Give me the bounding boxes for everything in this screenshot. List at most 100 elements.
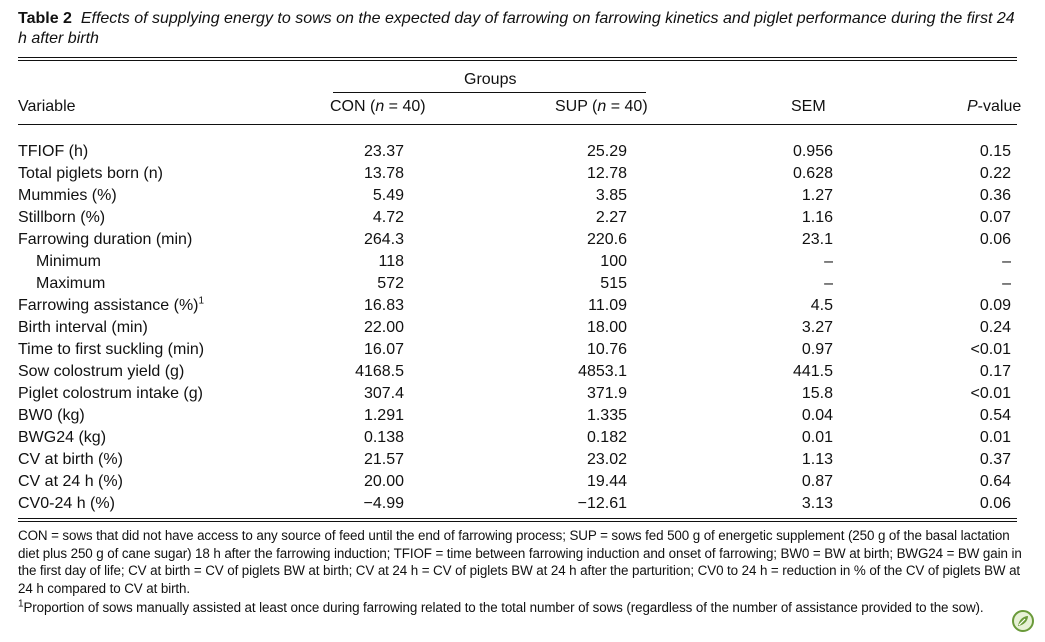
pvalue-cell: 0.64 [979,473,1011,490]
con-value-cell: 20.00 [363,473,404,490]
sem-value-cell: 0.956 [792,143,833,160]
variable-cell: BW0 (kg) [18,407,85,424]
con-value-cell: 16.83 [363,297,404,314]
table-label: Table 2 [18,10,72,27]
sem-value-cell: – [824,253,833,270]
sup-value-cell: 2.27 [595,209,627,226]
pvalue-cell: 0.24 [979,319,1011,336]
variable-cell: Maximum [36,275,106,292]
pvalue-cell: – [1002,275,1011,292]
sem-value-cell: 23.1 [801,231,833,248]
con-value-cell: 22.00 [363,319,404,336]
pvalue-cell: 0.09 [979,297,1011,314]
pvalue-cell: 0.06 [979,231,1011,248]
bottom-rule-2 [18,521,1017,522]
variable-cell: Stillborn (%) [18,209,106,226]
sem-value-cell: 441.5 [792,363,833,380]
footnote-abbreviations: CON = sows that did not have access to a… [18,528,1022,596]
sup-value-cell: 10.76 [586,341,627,358]
sem-value-cell: 0.01 [801,429,833,446]
pvalue-cell: 0.36 [979,187,1011,204]
variable-cell: Time to first suckling (min) [18,341,205,358]
con-value-cell: 4.72 [372,209,404,226]
table-title: Effects of supplying energy to sows on t… [18,10,1015,47]
header-sem: SEM [791,98,826,115]
sem-value-cell: 4.5 [810,297,833,314]
footnote-1: 1Proportion of sows manually assisted at… [18,599,1023,617]
con-value-cell: 0.138 [363,429,404,446]
sup-value-cell: 23.02 [586,451,627,468]
variable-cell: Minimum [36,253,101,270]
sem-value-cell: 1.27 [801,187,833,204]
pvalue-cell: 0.15 [979,143,1011,160]
footnote-1-marker: 1 [18,598,24,610]
con-value-cell: −4.99 [363,495,404,512]
variable-cell: CV at birth (%) [18,451,123,468]
header-pvalue: P-value [967,98,1022,115]
header-variable: Variable [18,98,76,115]
sup-value-cell: 371.9 [586,385,627,402]
pvalue-cell: – [1002,253,1011,270]
variable-cell: CV0-24 h (%) [18,495,115,512]
con-value-cell: 23.37 [363,143,404,160]
sup-value-cell: 3.85 [595,187,627,204]
top-rule-2 [18,60,1017,61]
top-rule-1 [18,57,1017,58]
pvalue-cell: <0.01 [970,385,1011,402]
con-value-cell: 118 [378,253,404,270]
sup-value-cell: 0.182 [586,429,627,446]
sup-value-cell: 1.335 [586,407,627,424]
sem-value-cell: 15.8 [801,385,833,402]
con-value-cell: 572 [377,275,404,292]
pvalue-cell: 0.06 [979,495,1011,512]
table-caption: Table 2 Effects of supplying energy to s… [18,9,1018,49]
variable-cell: Farrowing assistance (%)1 [18,295,205,314]
pvalue-cell: 0.37 [979,451,1011,468]
sem-value-cell: – [824,275,833,292]
groups-rule [333,92,646,93]
pvalue-cell: 0.07 [979,209,1011,226]
variable-cell: Farrowing duration (min) [18,231,193,248]
variable-cell: Mummies (%) [18,187,117,204]
header-groups: Groups [464,71,517,88]
con-value-cell: 13.78 [363,165,404,182]
variable-cell: CV at 24 h (%) [18,473,123,490]
sup-value-cell: 100 [600,253,627,270]
con-value-cell: 21.57 [363,451,404,468]
con-value-cell: 264.3 [363,231,404,248]
bottom-rule-1 [18,518,1017,519]
variable-cell: Piglet colostrum intake (g) [18,385,203,402]
con-value-cell: 5.49 [372,187,404,204]
sem-value-cell: 1.13 [801,451,833,468]
variable-cell: Total piglets born (n) [18,165,163,182]
pvalue-cell: 0.54 [979,407,1011,424]
sem-value-cell: 3.13 [801,495,833,512]
sup-value-cell: 19.44 [586,473,627,490]
sem-value-cell: 0.04 [801,407,833,424]
sem-value-cell: 0.87 [801,473,833,490]
sup-value-cell: 4853.1 [578,363,627,380]
sem-value-cell: 3.27 [801,319,833,336]
pvalue-cell: <0.01 [970,341,1011,358]
variable-cell: TFIOF (h) [18,143,89,160]
pvalue-cell: 0.17 [979,363,1011,380]
sup-value-cell: 515 [600,275,627,292]
header-sup: SUP (n = 40) [555,98,648,115]
variable-cell: BWG24 (kg) [18,429,107,446]
con-value-cell: 4168.5 [355,363,404,380]
sem-value-cell: 1.16 [801,209,833,226]
publisher-logo-icon [1012,610,1034,632]
sem-value-cell: 0.628 [792,165,833,182]
sup-value-cell: 25.29 [586,143,627,160]
sem-value-cell: 0.97 [801,341,833,358]
sup-value-cell: 220.6 [586,231,627,248]
variable-cell: Sow colostrum yield (g) [18,363,185,380]
header-con: CON (n = 40) [330,98,426,115]
con-value-cell: 307.4 [363,385,404,402]
pvalue-cell: 0.01 [979,429,1011,446]
sup-value-cell: 18.00 [586,319,627,336]
con-value-cell: 1.291 [363,407,404,424]
footnote-1-text: Proportion of sows manually assisted at … [23,600,984,615]
sup-value-cell: 11.09 [588,297,627,314]
con-value-cell: 16.07 [363,341,404,358]
